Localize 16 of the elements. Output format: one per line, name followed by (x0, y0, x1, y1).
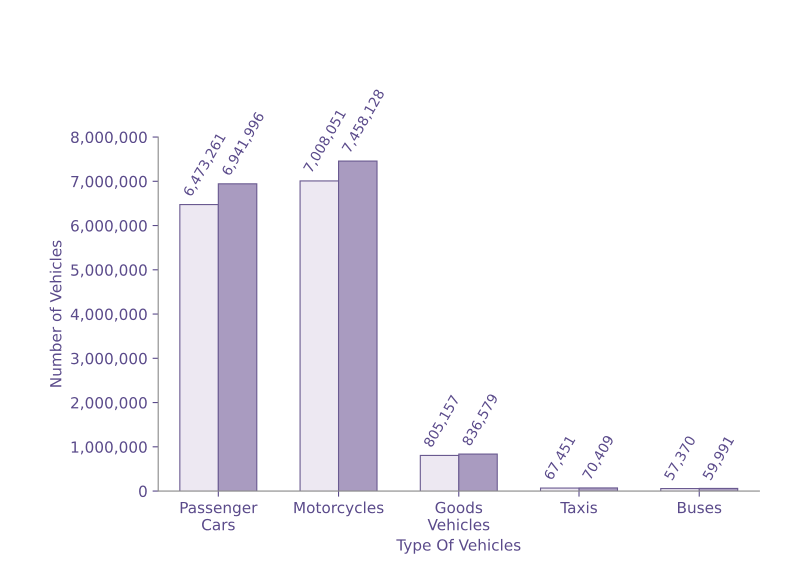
x-tick-label: Goods Vehicles (428, 501, 490, 530)
y-tick-label: 0 (139, 486, 147, 498)
y-tick-label: 3,000,000 (71, 352, 147, 366)
y-tick-label: 8,000,000 (71, 132, 147, 145)
x-tick-label: Motorcycles (294, 501, 384, 516)
y-tick-label: 4,000,000 (70, 308, 147, 322)
y-tick-label: 2,000,000 (71, 397, 147, 410)
x-tick-label: Passenger Cars (180, 502, 258, 530)
y-tick-label: 6,000,000 (71, 220, 147, 234)
y-tick-label: 5,000,000 (71, 264, 147, 278)
x-tick-label: Buses (678, 502, 722, 514)
x-tick-label: Taxis (560, 501, 597, 514)
y-axis-title: Number of Vehicles (50, 240, 62, 387)
x-axis-title: Type Of Vehicles (396, 538, 520, 554)
y-tick-label: 7,000,000 (71, 176, 147, 189)
y-tick-label: 1,000,000 (72, 441, 147, 454)
